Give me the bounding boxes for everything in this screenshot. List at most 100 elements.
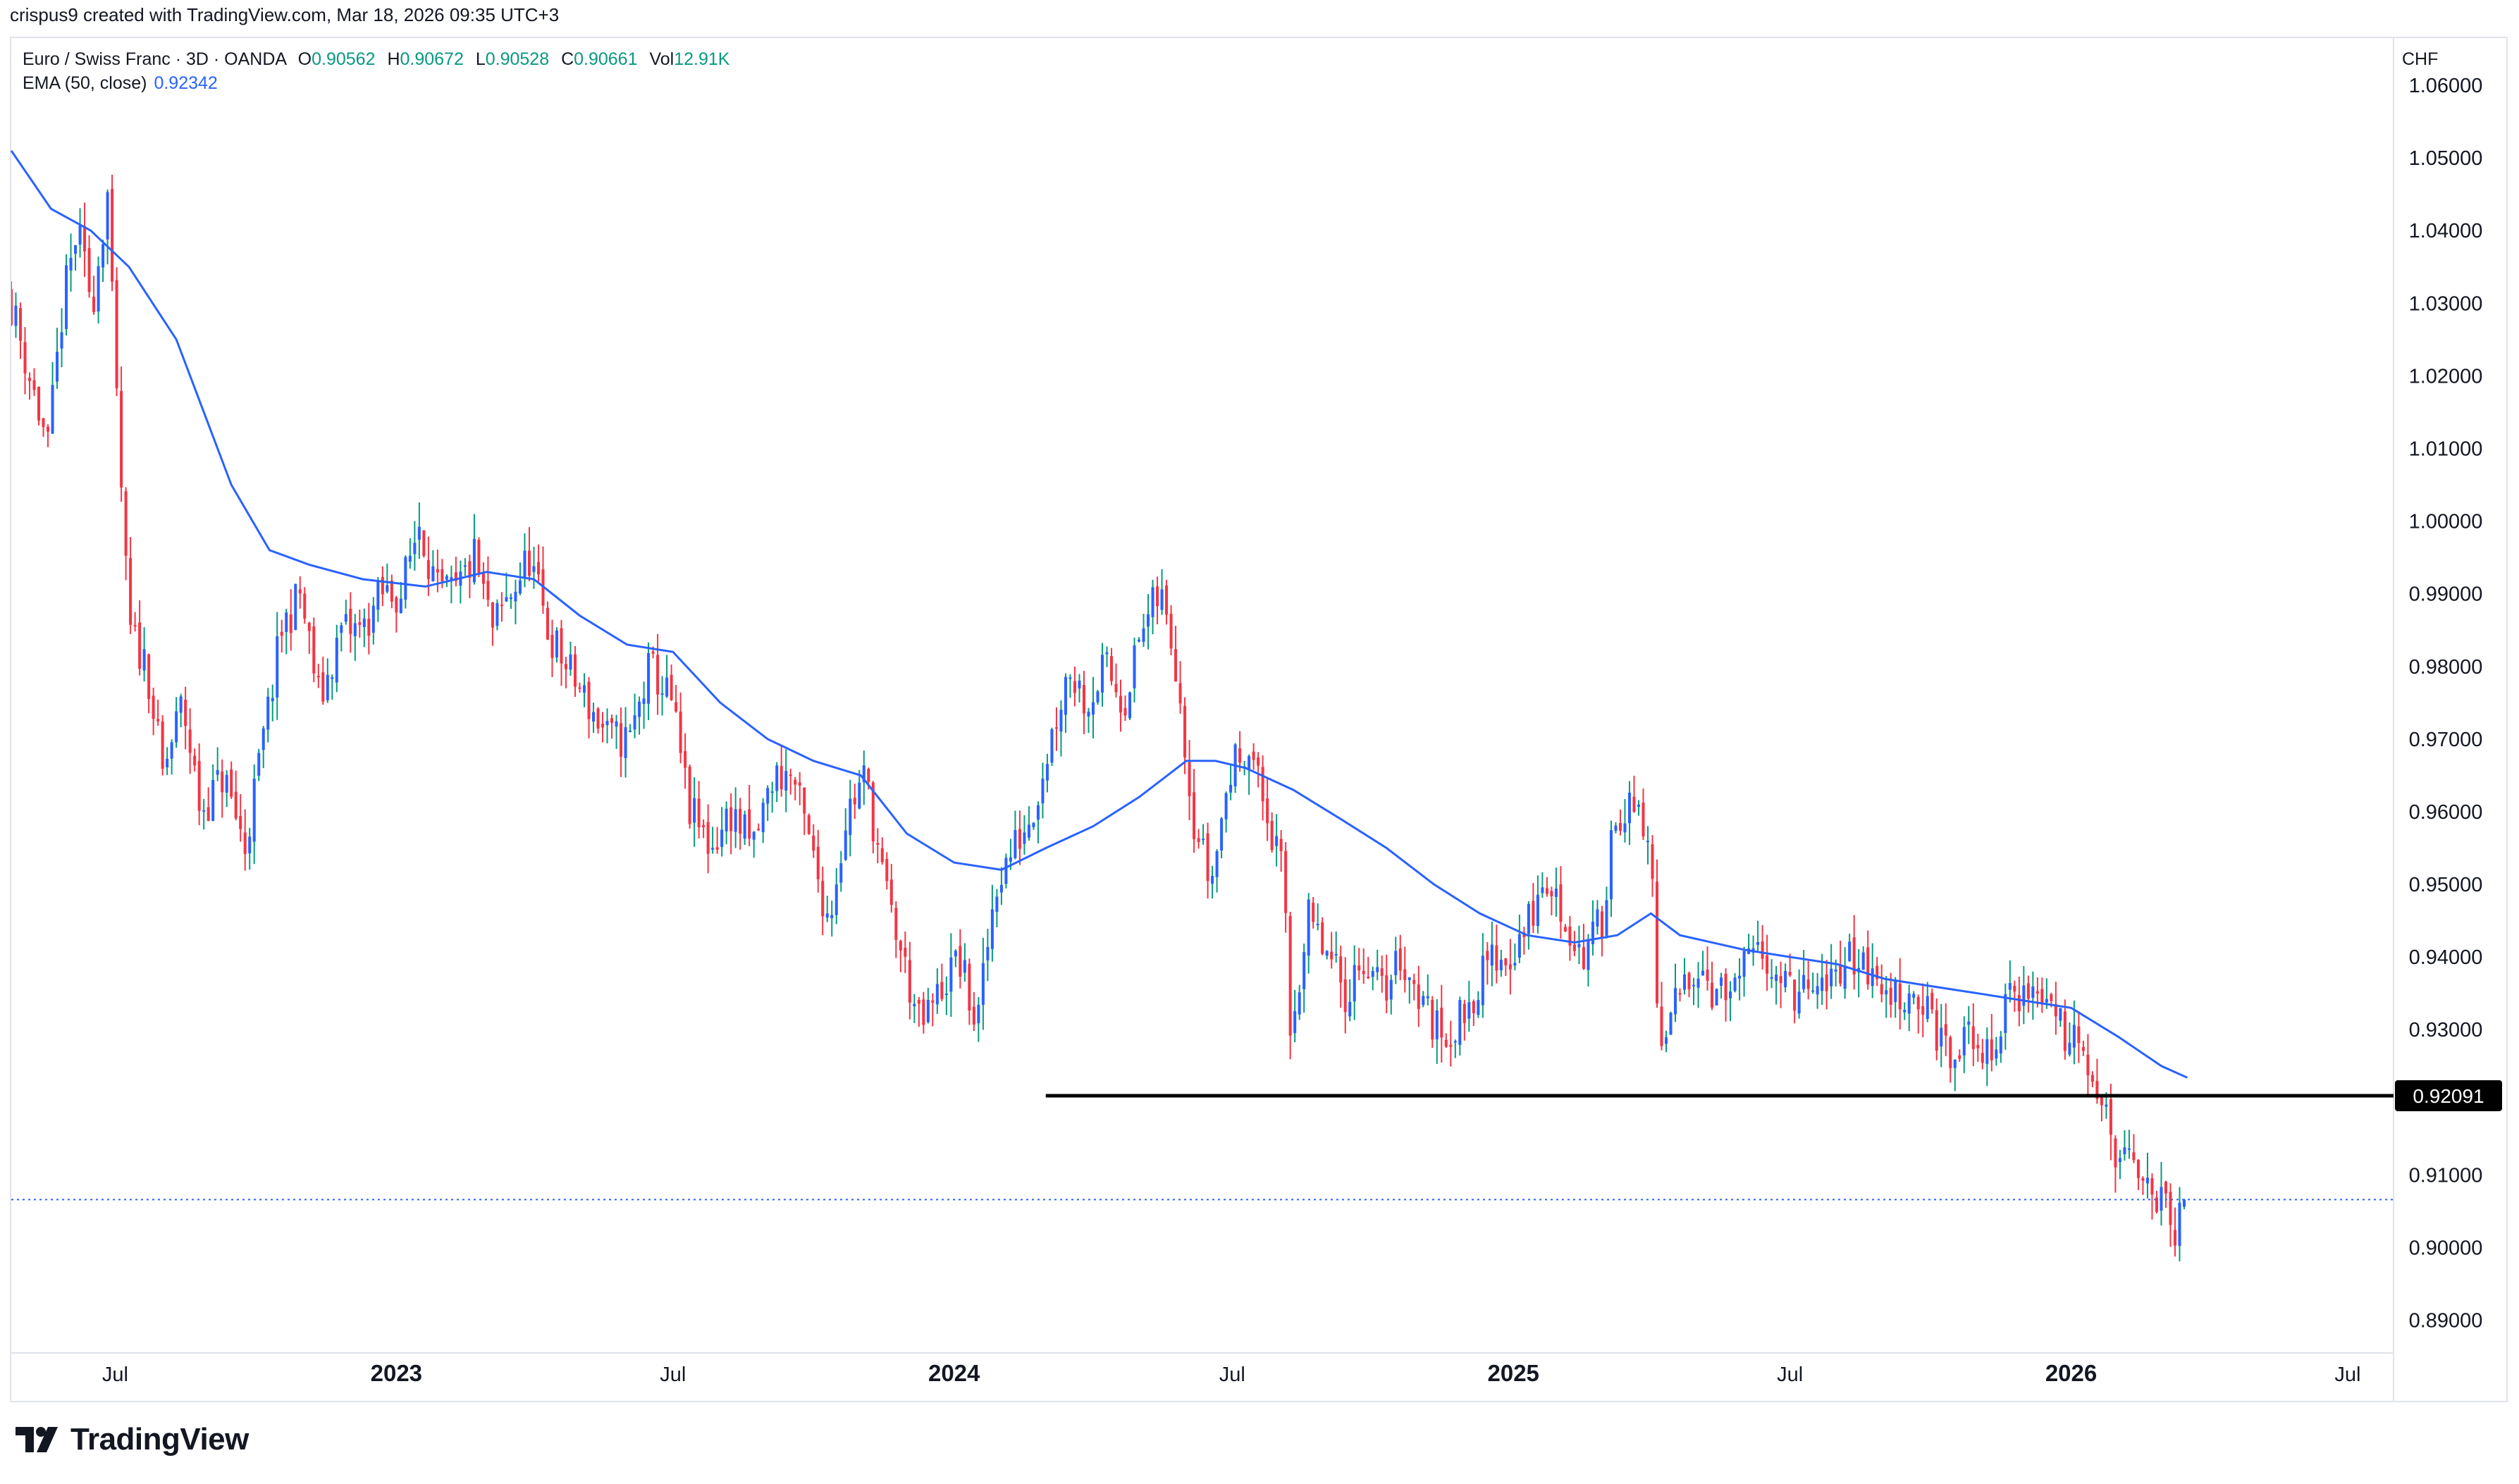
candle-body — [441, 569, 444, 581]
candle-body — [1389, 979, 1393, 1000]
candle-body — [546, 607, 550, 640]
candle-body — [1376, 967, 1379, 972]
time-axis[interactable]: Jul 2023 Jul 2024 Jul 2025 Jul 2026 Jul — [102, 1360, 2361, 1386]
candle-body — [748, 809, 751, 839]
candle-body — [1568, 926, 1572, 946]
candle-body — [426, 559, 430, 579]
candle-body — [977, 1004, 980, 1024]
candle-body — [1045, 764, 1049, 781]
legend-ema[interactable]: EMA (50, close) 0.92342 — [23, 73, 218, 94]
candle-body — [1797, 991, 1801, 1014]
candle-body — [1885, 990, 1888, 995]
candle-body — [743, 814, 746, 839]
candle-body — [188, 729, 192, 753]
x-tick-label: Jul — [1777, 1364, 1803, 1386]
candle-body — [1417, 984, 1420, 1009]
candle-body — [101, 244, 105, 268]
candle-body — [1266, 798, 1269, 824]
candle-body — [693, 798, 696, 823]
candle-body — [761, 803, 765, 832]
candle-body — [2127, 1148, 2131, 1150]
candle-body — [211, 779, 215, 822]
x-tick-label: 2025 — [1487, 1360, 1539, 1386]
candle-body — [670, 674, 673, 700]
currency-label[interactable]: CHF — [2402, 49, 2439, 69]
candle-body — [51, 385, 54, 434]
candle-body — [1174, 649, 1178, 682]
candle-body — [1023, 832, 1026, 844]
candle-body — [825, 913, 829, 918]
candle-body — [1848, 941, 1852, 961]
candle-body — [486, 581, 490, 600]
candle-body — [871, 782, 875, 841]
candle-body — [1921, 1006, 1925, 1015]
y-tick-label: 0.97000 — [2409, 729, 2483, 751]
candle-body — [1444, 1039, 1448, 1047]
candle-body — [688, 766, 691, 824]
candle-body — [395, 598, 398, 613]
candle-body — [1270, 821, 1274, 851]
candle-body — [413, 543, 417, 555]
candle-body — [2123, 1147, 2126, 1155]
candle-body — [620, 723, 623, 757]
candle-body — [166, 758, 169, 767]
candle-body — [1990, 1039, 1993, 1061]
y-tick-label: 0.90000 — [2409, 1237, 2483, 1260]
candle-body — [550, 634, 554, 658]
x-tick-label: 2023 — [371, 1360, 422, 1386]
candle-body — [1211, 876, 1214, 884]
candle-body — [2004, 994, 2007, 1033]
candle-body — [2132, 1152, 2136, 1161]
candle-body — [335, 637, 338, 683]
x-tick-label: 2026 — [2045, 1360, 2097, 1386]
candle-body — [2077, 1026, 2081, 1044]
candle-body — [1105, 652, 1109, 655]
candle-body — [1554, 889, 1558, 897]
candle-body — [1930, 992, 1934, 1010]
candle-body — [362, 618, 366, 627]
candle-body — [1068, 677, 1072, 679]
candle-body — [1632, 796, 1636, 812]
legend-low-key: L — [475, 49, 486, 69]
candle-body — [1481, 956, 1484, 1006]
candle-body — [106, 192, 109, 240]
candle-body — [505, 597, 508, 602]
candle-body — [1646, 841, 1650, 843]
candle-body — [417, 526, 421, 540]
candle-body — [386, 585, 389, 592]
candle-body — [1014, 829, 1017, 858]
candle-body — [624, 726, 627, 758]
candle-body — [2100, 1096, 2103, 1106]
price-axis[interactable]: 1.06000 1.05000 1.04000 1.03000 1.02000 1.010… — [2409, 75, 2483, 1332]
candle-body — [1325, 951, 1329, 956]
y-tick-label: 0.89000 — [2409, 1310, 2483, 1332]
candle-body — [1165, 585, 1169, 615]
candle-body — [1669, 1013, 1673, 1035]
candle-body — [1678, 993, 1682, 995]
candle-body — [1472, 1001, 1475, 1013]
legend-symbol[interactable]: Euro / Swiss Franc · 3D · OANDA — [23, 49, 286, 69]
candle-body — [784, 771, 788, 791]
candle-body — [2118, 1158, 2121, 1163]
candle-body — [18, 308, 23, 341]
candle-body — [344, 614, 347, 622]
candle-body — [908, 960, 911, 1003]
tradingview-logo: TradingView — [16, 1422, 249, 1457]
candle-body — [940, 982, 944, 999]
candle-body — [1513, 963, 1517, 966]
candle-body — [1293, 1010, 1297, 1034]
candle-body — [1876, 965, 1879, 979]
candle-body — [1696, 978, 1700, 988]
candle-body — [1193, 792, 1196, 839]
candle-body — [2081, 1047, 2085, 1051]
candle-body — [770, 791, 774, 793]
candle-body — [587, 681, 591, 719]
candle-body — [1462, 1003, 1466, 1023]
candle-body — [124, 491, 128, 556]
candle-body — [65, 265, 68, 329]
candle-body — [2059, 1008, 2062, 1021]
candle-body — [1660, 1006, 1663, 1046]
candle-body — [1962, 1027, 1966, 1056]
candle-body — [968, 963, 971, 1011]
